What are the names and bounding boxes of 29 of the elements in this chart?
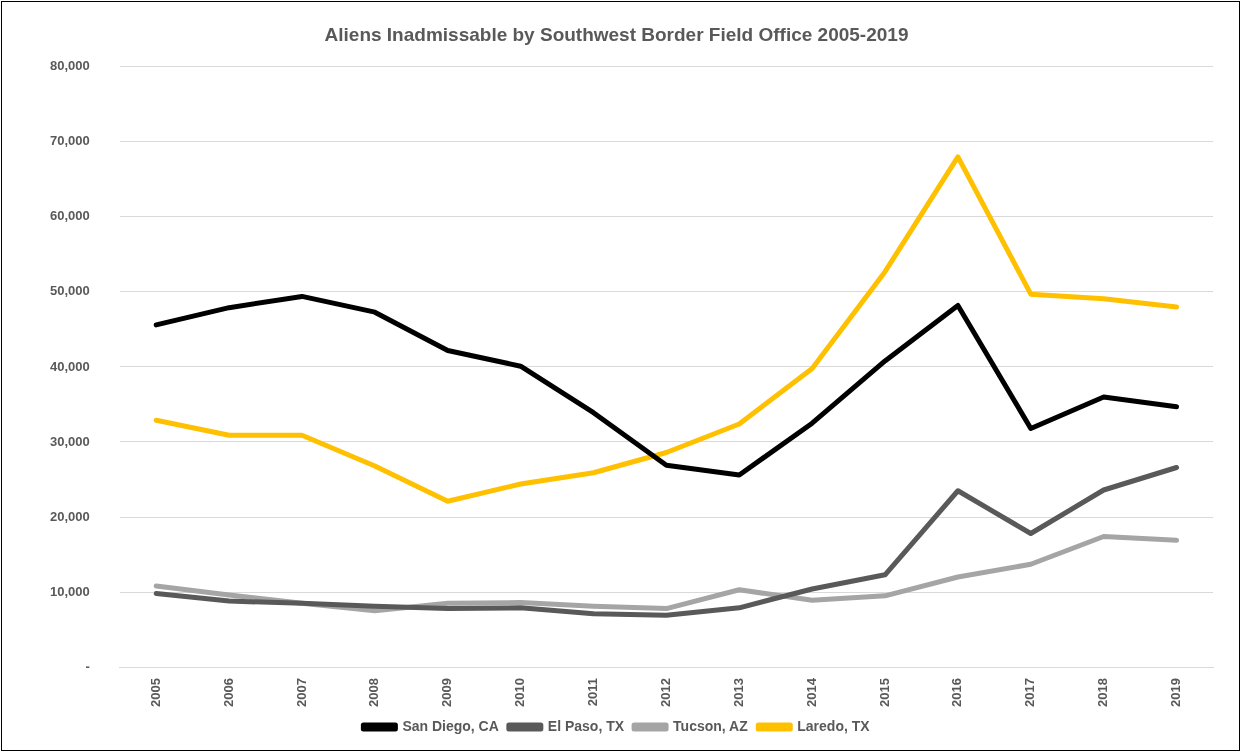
x-tick-label: 2019 [1168,678,1184,707]
x-tick-label: 2018 [1095,678,1111,707]
chart-title: Aliens Inadmissable by Southwest Border Field Office 2005-2019 [324,23,909,45]
x-tick-label: 2009 [439,678,455,707]
x-tick-label: 2013 [730,678,746,707]
x-tick-label: 2008 [366,678,382,707]
x-tick-label: 2011 [585,678,601,707]
x-tick-label: 2010 [512,678,528,707]
y-tick-label: 30,000 [50,433,90,449]
x-tick-label: 2014 [803,677,819,707]
legend-label: Laredo, TX [797,717,871,734]
x-tick-label: 2007 [293,678,309,707]
x-tick-label: 2016 [949,678,965,707]
y-tick-label: 20,000 [50,508,90,524]
legend-label: San Diego, CA [402,717,499,734]
x-tick-label: 2012 [657,678,673,707]
legend-label: Tucson, AZ [673,717,749,734]
x-tick-label: 2005 [147,678,163,707]
y-tick-label: - [85,658,90,674]
y-tick-label: 50,000 [50,283,90,299]
y-tick-label: 80,000 [50,58,90,74]
y-tick-label: 70,000 [50,133,90,149]
legend-label: El Paso, TX [547,717,625,734]
x-tick-label: 2015 [876,678,892,707]
y-tick-label: 40,000 [50,358,90,374]
y-tick-label: 10,000 [50,583,90,599]
x-tick-label: 2006 [220,678,236,707]
y-tick-label: 60,000 [50,208,90,224]
x-tick-label: 2017 [1022,678,1038,707]
